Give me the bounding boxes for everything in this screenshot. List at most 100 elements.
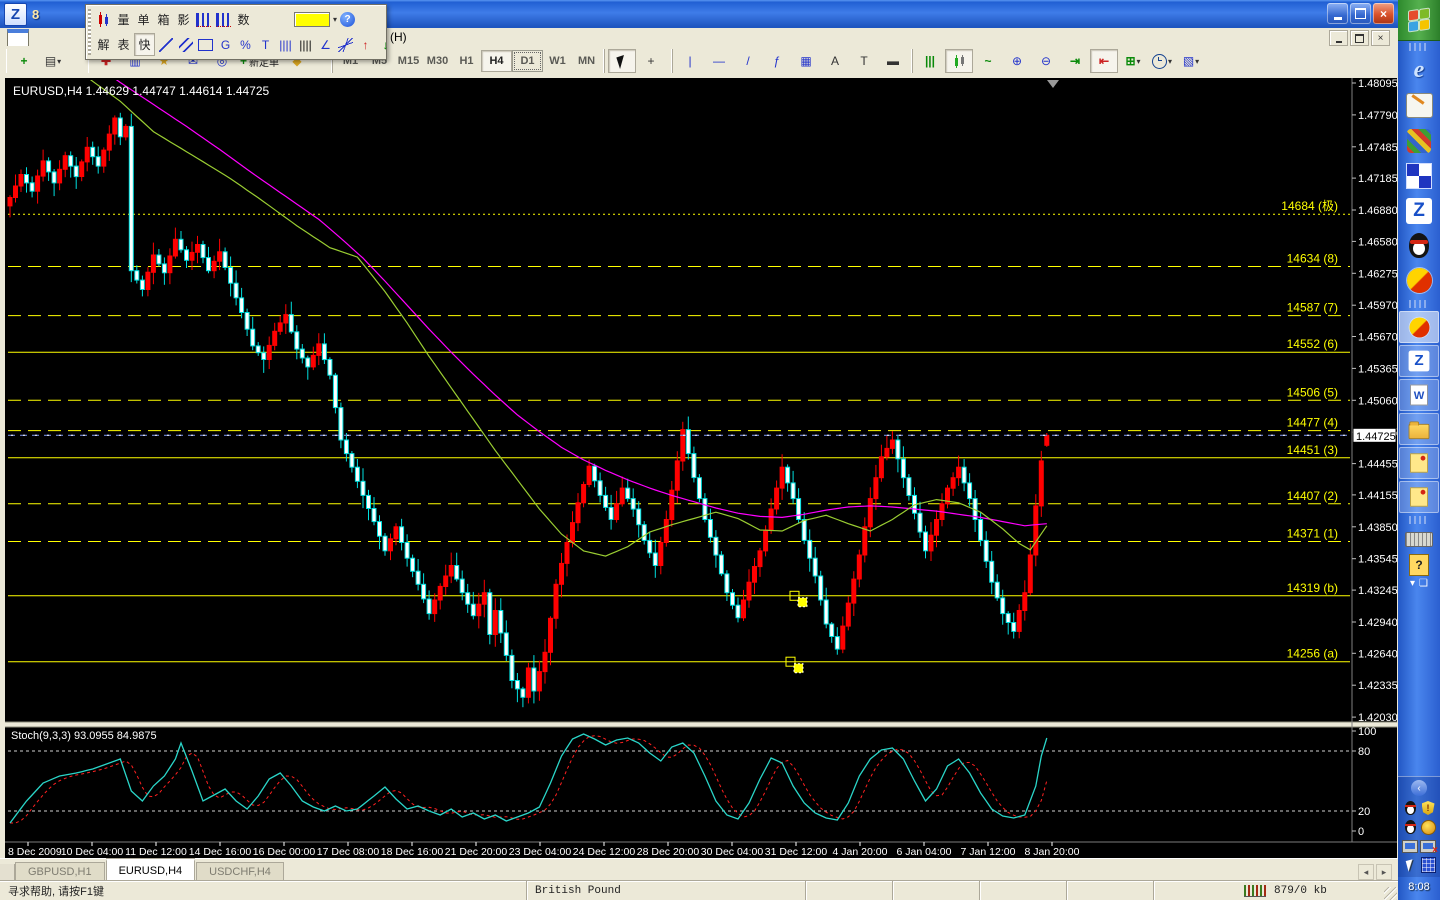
color-swatch-dropdown[interactable]: ▾ [294,9,337,30]
resize-grip[interactable] [1384,887,1397,900]
navigator-button[interactable]: ★ [158,54,170,68]
cursor-tool[interactable] [608,49,636,73]
keyboard-tray-icon[interactable] [1401,526,1437,552]
fibo-channel-tool[interactable]: % [240,37,251,52]
label-tool[interactable]: T [860,54,868,68]
market-watch-button[interactable]: ✚ [100,54,112,68]
zoom-in-button[interactable]: ⊕ [1011,54,1023,68]
timeframe-d1[interactable]: D1 [512,50,543,72]
text-tool[interactable]: A [830,54,839,68]
tab-scroll-left[interactable]: ◂ [1358,864,1374,880]
line-chart-button[interactable]: ~ [984,54,992,68]
cycle-lines-tool-2[interactable]: |||| [299,37,312,52]
trendline-toolbar-tool[interactable]: / [746,54,750,68]
new-chart-button[interactable]: + [20,54,28,68]
terminal-button[interactable]: ✉ [187,54,199,68]
jie-tool[interactable]: 解 [97,38,110,52]
shadow-tool[interactable]: 影 [177,13,190,27]
note-task-button-1[interactable] [1399,447,1439,479]
help-button[interactable]: ? [338,9,357,30]
chart-tab-usdchf-h4[interactable]: USDCHF,H4 [196,862,284,880]
zoom-out-button[interactable]: ⊖ [1040,54,1052,68]
designer-icon[interactable] [1401,88,1437,123]
timeframe-mn[interactable]: MN [577,55,596,67]
chart-tab-gbpusd-h1[interactable]: GBPUSD,H1 [15,862,105,880]
parallel-channel-tool[interactable] [176,34,195,55]
number-tool[interactable]: 数 [237,13,250,27]
vline-tool[interactable]: | [688,54,692,68]
timeframe-h4[interactable]: H4 [481,50,512,72]
rectangle-tool[interactable] [196,34,215,55]
taskbar-expand-button[interactable]: ▾ ❏ [1410,578,1428,589]
data-window-button[interactable]: ▥ [129,54,141,68]
start-button[interactable] [1398,0,1440,41]
qq2-tray-icon[interactable] [1402,818,1419,836]
floating-toolbar[interactable]: 量单箱影 数 ▾? 解表快 G% T |||| |||| ∠ ↑ ↓ [85,4,389,60]
price-chart[interactable]: 14684 (极) 14634 (8) 14587 (7) 14552 (6) 1450… [5,78,1398,858]
s-logo-icon[interactable] [1401,263,1437,298]
trendline-tool[interactable] [156,34,175,55]
monitor-tray-icon[interactable] [1402,837,1419,855]
help-tray-icon[interactable]: ? [1401,552,1437,578]
t-channel-tool[interactable]: T [261,37,270,52]
fibo-fan-tool[interactable] [336,34,355,55]
arrow-up-tool[interactable]: ↑ [362,37,369,52]
chart-restore-button[interactable] [1350,30,1369,46]
box-tool[interactable]: 箱 [157,13,170,27]
bar-chart-button[interactable]: ||| [924,54,936,68]
qq-penguin-icon[interactable] [1401,228,1437,263]
periods-button[interactable]: ▾ [1148,49,1176,73]
angle-tool[interactable]: ∠ [320,37,331,52]
cycle-lines-tool[interactable]: |||| [279,37,292,52]
ie-icon[interactable]: e [1401,53,1437,88]
word-task-button[interactable]: W [1399,379,1439,411]
histogram-tool-1[interactable] [194,9,213,30]
timeframe-w1[interactable]: W1 [549,55,566,67]
checker-app-icon[interactable] [1401,158,1437,193]
hline-tool[interactable]: — [713,54,725,68]
new-order-button[interactable]: + 新定单 [240,54,280,69]
shapes-tool[interactable]: ▬ [887,54,899,68]
paint-brushes-icon[interactable] [1401,123,1437,158]
coin-tray-icon[interactable] [1420,818,1437,836]
line-anchor-1[interactable] [785,656,804,674]
tester-button[interactable]: ◎ [216,54,228,68]
folder-task-button[interactable] [1399,413,1439,445]
timeframe-m30[interactable]: M30 [426,55,449,67]
crosshair-tool[interactable]: + [647,54,655,68]
volume-tool[interactable]: 量 [117,13,130,27]
close-button[interactable]: × [1373,3,1394,24]
histogram-tool-2[interactable] [214,9,233,30]
delete-cross-tool[interactable] [254,9,273,30]
timeframe-m15[interactable]: M15 [397,55,420,67]
line-anchor-0[interactable] [789,590,808,608]
panel-close-button[interactable] [358,9,377,30]
pointer-tray-icon[interactable] [1402,856,1419,874]
timeframe-h1[interactable]: H1 [459,55,474,67]
z-app-icon[interactable]: Z [1401,193,1437,228]
tray-collapse-icon[interactable]: ‹ [1411,780,1427,796]
templates-button[interactable]: ▧ ▾ [1182,54,1200,68]
chart-shift-button[interactable]: ⇤ [1090,49,1118,73]
dx-strike-tool[interactable] [274,9,293,30]
chart-tab-eurusd-h4[interactable]: EURUSD,H4 [105,859,196,880]
chart-shift-marker[interactable] [1047,80,1059,88]
profiles-button[interactable]: ▤ ▾ [44,54,62,68]
gann-channel-tool[interactable]: G [220,37,231,52]
grid-tool[interactable]: ▦ [800,54,812,68]
maximize-button[interactable] [1350,3,1371,24]
auto-scroll-button[interactable]: ⇥ [1069,54,1081,68]
note-task-button-2[interactable] [1399,481,1439,513]
biao-tool[interactable]: 表 [117,38,130,52]
shield-tray-icon[interactable]: ! [1420,799,1437,817]
s-logo-task-button[interactable] [1399,311,1439,343]
candle-pattern-tool[interactable] [94,9,113,30]
qq-tray-icon[interactable] [1402,799,1419,817]
monitor-error-tray-icon[interactable] [1420,837,1438,856]
expert-advisors-button[interactable]: ◆ [292,54,302,68]
chart-window[interactable]: 14684 (极) 14634 (8) 14587 (7) 14552 (6) 1450… [5,78,1398,858]
tab-scroll-right[interactable]: ▸ [1376,864,1392,880]
arrow-down-tool[interactable]: ↓ [382,37,389,52]
kuai-tool[interactable]: 快 [134,33,155,56]
minimize-button[interactable] [1327,3,1348,24]
